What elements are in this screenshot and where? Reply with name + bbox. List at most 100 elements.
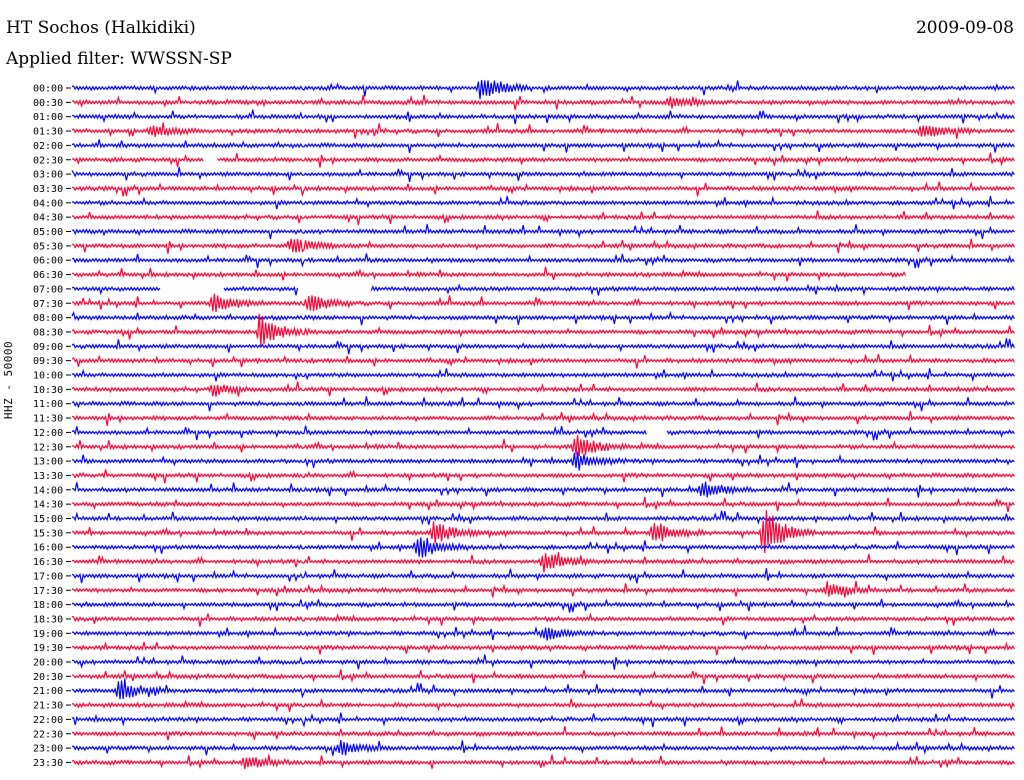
time-label: 10:00 — [33, 371, 63, 382]
time-label: 12:30 — [33, 442, 63, 453]
time-label: 02:00 — [33, 141, 63, 152]
trace-line — [71, 740, 1015, 756]
trace-line — [71, 425, 1015, 441]
time-label: 04:00 — [33, 198, 63, 209]
time-label: 15:00 — [33, 514, 63, 525]
time-label: 03:00 — [33, 170, 63, 181]
trace-line — [71, 580, 1015, 598]
time-label: 06:30 — [33, 270, 63, 281]
trace-line — [71, 552, 1015, 573]
trace-line — [71, 410, 1015, 426]
time-label: 07:30 — [33, 299, 63, 310]
trace-line — [71, 122, 1015, 139]
time-label: 01:30 — [33, 127, 63, 138]
time-label: 05:00 — [33, 227, 63, 238]
trace-line — [71, 152, 1015, 168]
trace-line — [71, 283, 1015, 297]
trace-line — [71, 310, 1015, 326]
time-label: 08:30 — [33, 327, 63, 338]
time-label: 06:00 — [33, 256, 63, 267]
trace-line — [71, 313, 1015, 347]
time-label: 10:30 — [33, 385, 63, 396]
trace-line — [71, 625, 1015, 641]
date-label: 2009-09-08 — [915, 18, 1014, 38]
time-labels: 00:00 00:30 01:00 01:30 02:00 02:30 03:00 03:30… — [33, 84, 71, 769]
trace-line — [71, 481, 1015, 498]
time-label: 01:00 — [33, 112, 63, 123]
time-label: 14:00 — [33, 485, 63, 496]
trace-line — [71, 381, 1015, 397]
time-label: 16:00 — [33, 543, 63, 554]
trace-line — [71, 338, 1015, 355]
trace-line — [71, 253, 1015, 269]
trace-line — [72, 712, 1015, 728]
trace-line — [71, 612, 1015, 627]
trace-line — [71, 181, 1015, 198]
time-label: 19:30 — [33, 643, 63, 654]
trace-line — [71, 451, 1015, 471]
trace-group — [71, 79, 1015, 770]
time-label: 03:30 — [33, 184, 63, 195]
trace-line — [71, 367, 1015, 383]
time-label: 16:30 — [33, 557, 63, 568]
time-label: 09:30 — [33, 356, 63, 367]
trace-line — [71, 669, 1015, 685]
trace-line — [71, 167, 1015, 183]
trace-line — [71, 353, 1015, 369]
time-label: 09:00 — [33, 342, 63, 353]
trace-line — [71, 754, 1015, 770]
time-label: 15:30 — [33, 528, 63, 539]
time-label: 12:00 — [33, 428, 63, 439]
time-label: 19:00 — [33, 629, 63, 640]
time-label: 20:00 — [33, 658, 63, 669]
trace-line — [71, 434, 1015, 457]
trace-line — [71, 210, 1015, 226]
trace-line — [71, 510, 1015, 554]
trace-line — [71, 94, 1015, 110]
trace-line — [72, 697, 1015, 713]
time-label: 21:30 — [33, 701, 63, 712]
time-label: 14:30 — [33, 500, 63, 511]
trace-line — [71, 138, 1015, 154]
time-label: 05:30 — [33, 241, 63, 252]
time-label: 22:30 — [33, 729, 63, 740]
time-label: 00:00 — [33, 84, 63, 95]
time-label: 04:30 — [33, 213, 63, 224]
trace-line — [71, 598, 1015, 613]
time-label: 17:30 — [33, 586, 63, 597]
time-label: 21:00 — [33, 686, 63, 697]
time-label: 17:00 — [33, 571, 63, 582]
trace-line — [71, 266, 907, 282]
trace-line — [71, 678, 1015, 700]
trace-line — [71, 224, 1015, 240]
filter-label: Applied filter: WWSSN-SP — [6, 49, 232, 69]
time-label: 18:30 — [33, 614, 63, 625]
trace-line — [71, 396, 1015, 412]
trace-line — [71, 293, 1015, 313]
time-label: 18:00 — [33, 600, 63, 611]
trace-line — [71, 79, 1015, 100]
trace-line — [71, 641, 1015, 656]
time-label: 02:30 — [33, 155, 63, 166]
time-label: 08:00 — [33, 313, 63, 324]
trace-line — [71, 510, 1015, 526]
time-label: 00:30 — [33, 98, 63, 109]
trace-line — [72, 726, 1015, 741]
station-title: HT Sochos (Halkidiki) — [6, 18, 196, 38]
time-label: 07:00 — [33, 284, 63, 295]
time-label: 11:00 — [33, 399, 63, 410]
trace-line — [71, 537, 1015, 558]
trace-line — [72, 195, 1015, 210]
trace-line — [71, 568, 1015, 584]
trace-line — [72, 238, 1015, 254]
time-label: 20:30 — [33, 672, 63, 683]
time-label: 13:00 — [33, 457, 63, 468]
time-label: 23:30 — [33, 758, 63, 769]
time-label: 11:30 — [33, 414, 63, 425]
trace-line — [71, 654, 1015, 670]
time-label: 13:30 — [33, 471, 63, 482]
time-label: 23:00 — [33, 744, 63, 755]
trace-line — [71, 496, 1015, 513]
trace-line — [71, 469, 1015, 484]
